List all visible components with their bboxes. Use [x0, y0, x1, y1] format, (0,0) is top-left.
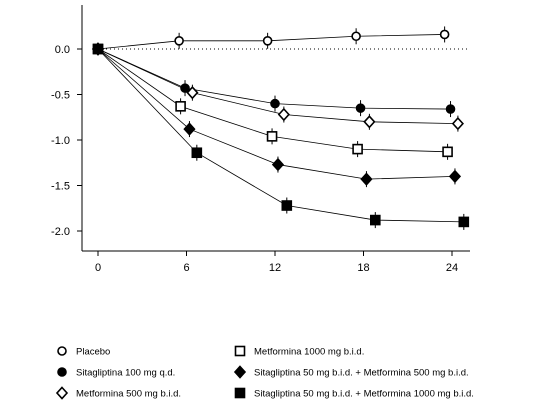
x-tick-label: 0 [95, 262, 101, 274]
marker-shape [92, 43, 104, 55]
plot-area: 0.0 -0.5 -1.0 -1.5 -2.0 0 6 12 18 24 [51, 5, 470, 274]
legend-item: Sitagliptina 100 mg q.d. [57, 367, 175, 379]
data-point [277, 107, 290, 122]
data-point [183, 122, 196, 136]
marker-shape [352, 143, 363, 155]
legend-item: Metformina 1000 mg b.i.d. [234, 345, 364, 358]
y-tick-label: -1.0 [51, 135, 70, 147]
legend-label: Sitagliptina 100 mg q.d. [76, 368, 175, 379]
marker-shape [175, 101, 186, 112]
series-1 [93, 26, 450, 54]
y-tick-label: -2.0 [51, 226, 70, 238]
series-6 [92, 43, 470, 230]
marker-shape [369, 214, 381, 226]
y-tick-label: 0.0 [55, 44, 70, 56]
data-point [92, 43, 104, 55]
data-point [191, 147, 203, 159]
marker-shape [57, 346, 67, 356]
legend: Placebo Metformina 1000 mg b.i.d. Sitaglip… [55, 345, 474, 400]
legend-label: Metformina 500 mg b.i.d. [76, 389, 181, 400]
x-tick-label: 24 [446, 262, 458, 274]
legend-item: Placebo [57, 346, 110, 358]
x-tick-label: 6 [183, 262, 189, 274]
legend-label: Sitagliptina 50 mg b.i.d. + Metformina 1… [254, 389, 474, 400]
marker-shape [174, 36, 184, 46]
data-point [270, 98, 280, 109]
data-point [175, 101, 186, 112]
marker-shape [277, 107, 290, 122]
marker-shape [270, 98, 280, 109]
legend-marker [55, 386, 69, 400]
marker-shape [360, 172, 373, 186]
marker-shape [55, 386, 69, 400]
legend-label: Sitagliptina 50 mg b.i.d. + Metformina 5… [254, 368, 469, 379]
marker-shape [233, 365, 247, 379]
marker-shape [57, 367, 67, 377]
marker-shape [355, 103, 366, 113]
marker-shape [442, 146, 453, 158]
marker-shape [234, 387, 246, 399]
marker-shape [458, 216, 470, 228]
marker-shape [363, 115, 376, 129]
legend-marker [234, 345, 246, 357]
data-point [363, 115, 376, 129]
legend-marker [57, 367, 67, 377]
data-point [271, 157, 285, 172]
legend-label: Placebo [76, 347, 110, 358]
series-3 [91, 42, 464, 132]
legend-item: Metformina 500 mg b.i.d. [55, 386, 181, 400]
marker-shape [445, 104, 456, 114]
marker-shape [451, 116, 464, 131]
data-point [369, 214, 381, 226]
y-tick-label: -1.5 [51, 181, 70, 193]
marker-shape [191, 147, 203, 159]
data-point [262, 36, 273, 46]
data-point [355, 103, 366, 113]
marker-shape [281, 200, 293, 211]
data-point [458, 216, 470, 228]
marker-shape [262, 36, 273, 46]
series-2 [93, 44, 456, 118]
marker-shape [234, 345, 246, 357]
legend-marker [57, 346, 67, 356]
legend-label: Metformina 1000 mg b.i.d. [254, 347, 364, 358]
series-line [97, 48, 464, 223]
legend-marker [233, 365, 247, 379]
marker-shape [186, 85, 199, 100]
data-point [266, 131, 278, 142]
x-tick-label: 12 [269, 262, 281, 274]
legend-marker [234, 387, 246, 399]
legend-item: Sitagliptina 50 mg b.i.d. + Metformina 5… [233, 365, 469, 379]
marker-shape [266, 131, 278, 142]
data-point [352, 143, 363, 155]
data-point [442, 146, 453, 158]
series-5 [91, 42, 462, 188]
data-point [439, 29, 450, 40]
data-point [281, 200, 293, 211]
x-tick-label: 18 [357, 262, 369, 274]
marker-shape [439, 29, 450, 40]
data-point [360, 172, 373, 186]
data-point [174, 36, 184, 46]
marker-shape [351, 31, 361, 42]
data-point [445, 104, 456, 114]
data-point [351, 31, 361, 42]
y-tick-label: -0.5 [51, 90, 70, 102]
marker-shape [271, 157, 285, 172]
marker-shape [183, 122, 196, 136]
series-4 [92, 43, 453, 160]
legend-item: Sitagliptina 50 mg b.i.d. + Metformina 1… [234, 387, 474, 400]
data-point [448, 169, 462, 184]
data-point [186, 85, 199, 100]
marker-shape [448, 169, 462, 184]
data-point [451, 116, 464, 131]
